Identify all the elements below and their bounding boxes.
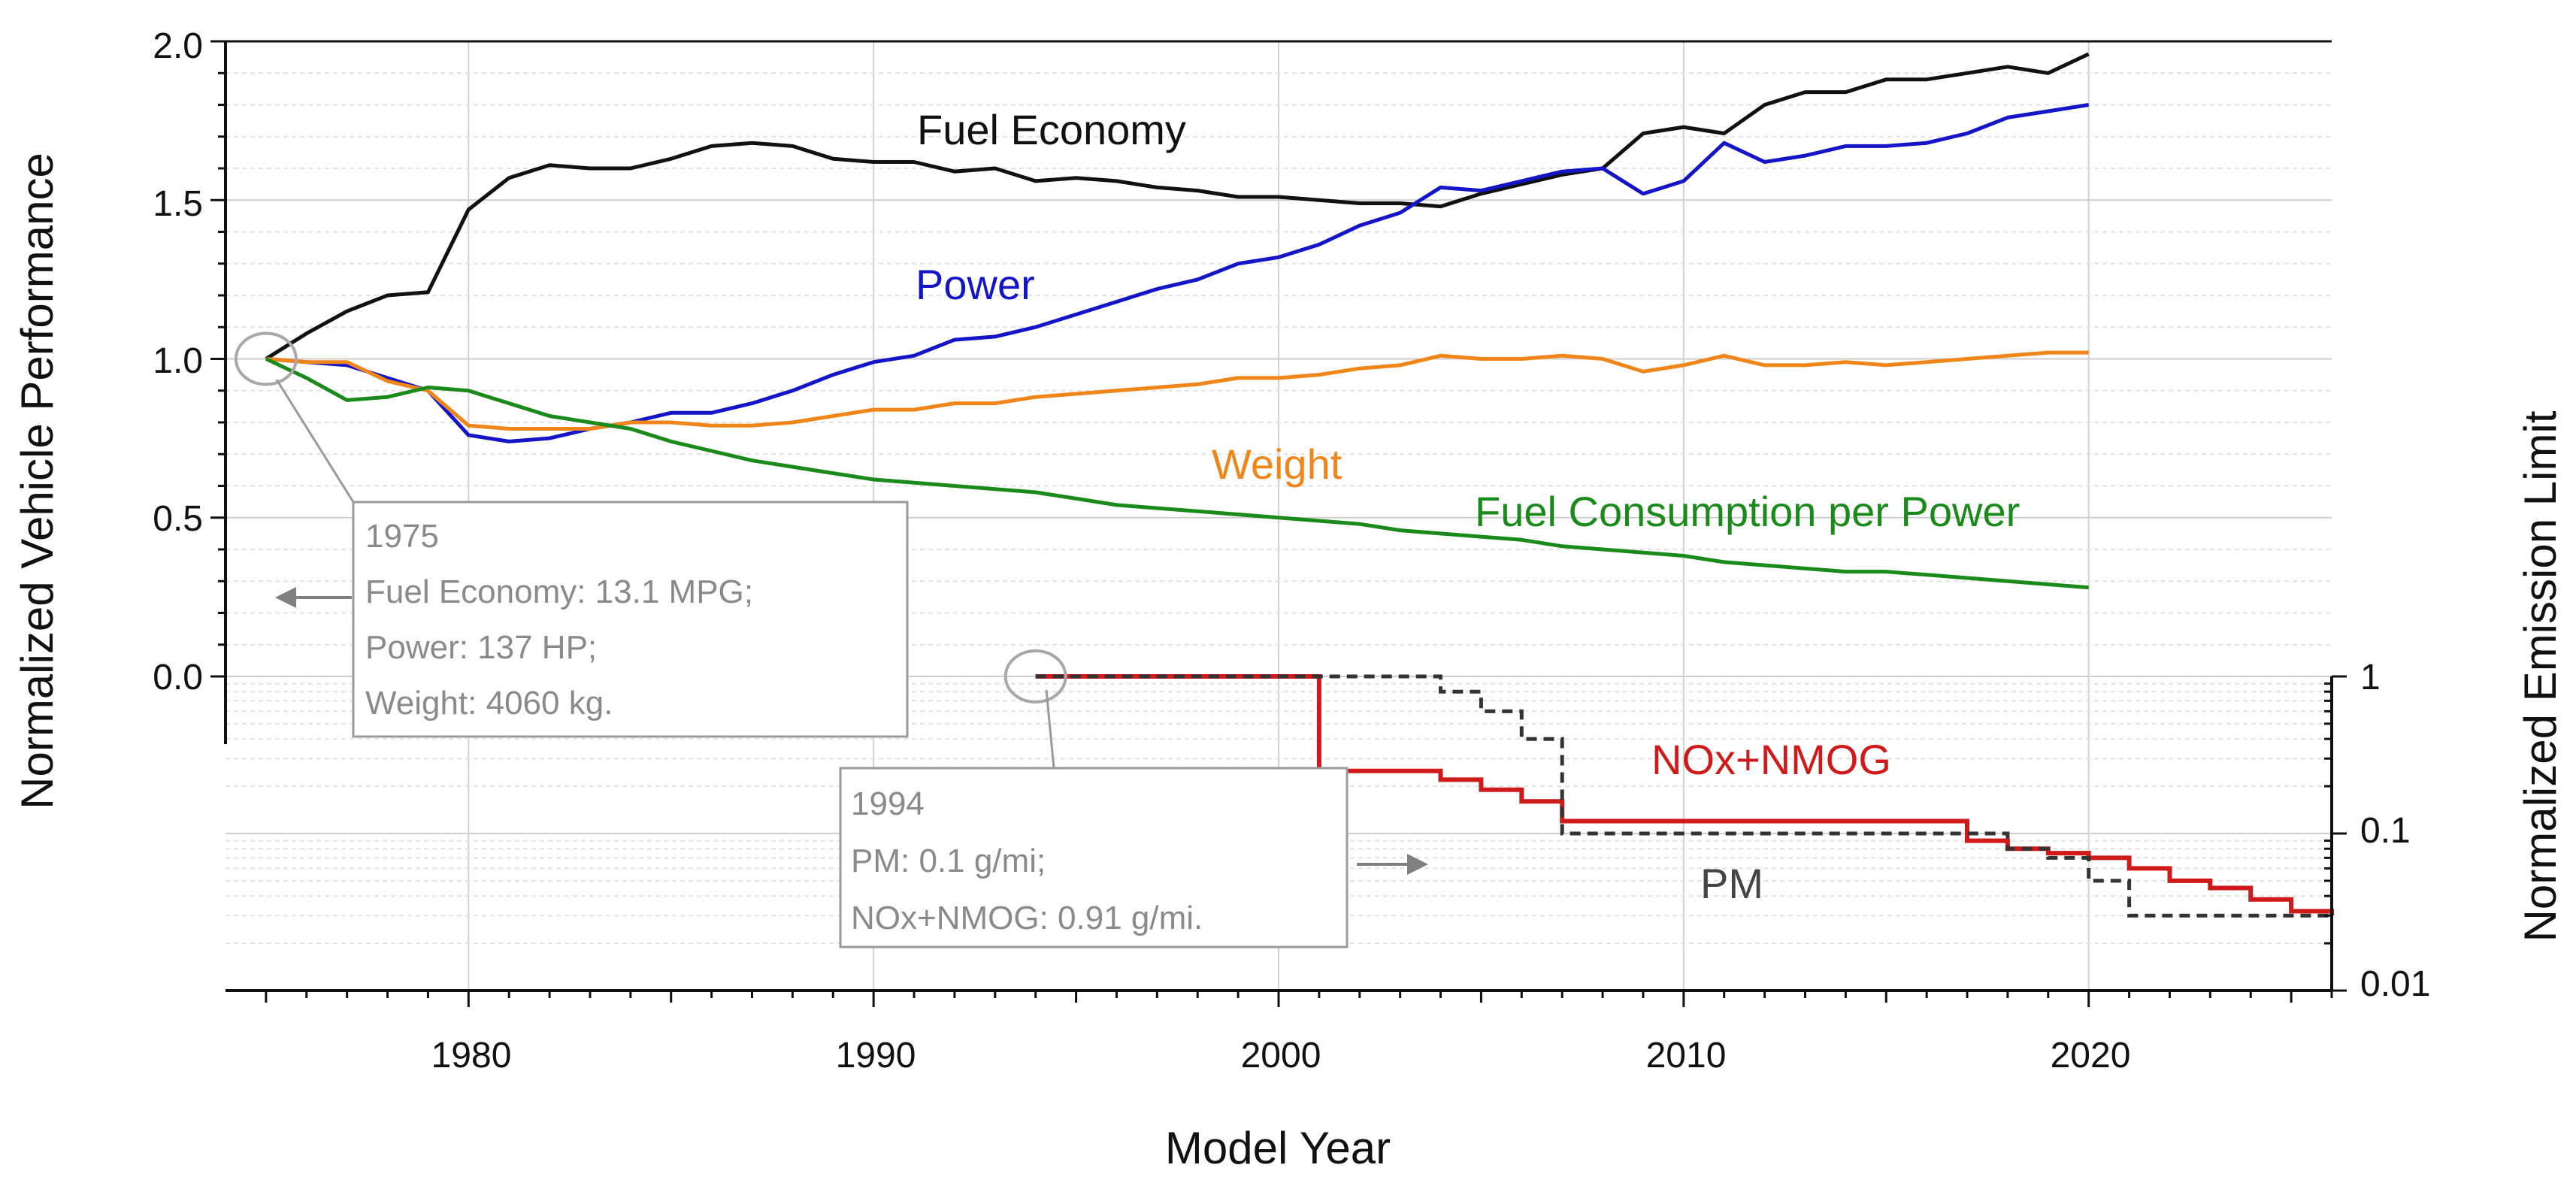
annotation-1975-weight: Weight: 4060 kg. xyxy=(365,685,613,722)
y-tick-label-1.5: 1.5 xyxy=(153,184,203,224)
label-fuel-consumption-per-power: Fuel Consumption per Power xyxy=(1475,488,2020,535)
annotation-1994-pm: PM: 0.1 g/mi; xyxy=(851,843,1046,879)
x-tick-label-2020: 2020 xyxy=(2051,1036,2131,1076)
annotation-1975-year: 1975 xyxy=(365,518,439,555)
series-line-fuel-consumption-per-power xyxy=(265,357,2089,590)
annotation-1975: 1975 Fuel Economy: 13.1 MPG; Power: 137 … xyxy=(275,379,909,738)
y-axis-title-right: Normalized Emission Limit xyxy=(2515,410,2565,942)
label-power: Power xyxy=(916,261,1035,308)
label-nox-nmog: NOx+NMOG xyxy=(1651,736,1891,783)
y-tick-label-0.1: 0.1 xyxy=(2360,811,2411,851)
annotation-1975-marker xyxy=(234,331,298,386)
y-tick-label-2.0: 2.0 xyxy=(153,26,203,66)
x-tick-label-1980: 1980 xyxy=(431,1036,512,1076)
series-line-fuel-economy xyxy=(265,52,2090,361)
y-tick-label-1.0: 1.0 xyxy=(153,341,203,381)
annotation-1994-marker xyxy=(1003,649,1067,703)
x-tick-label-1990: 1990 xyxy=(836,1036,916,1076)
y-tick-label-0.5: 0.5 xyxy=(153,499,203,539)
x-tick-label-2000: 2000 xyxy=(1241,1036,1321,1076)
series-step-pm xyxy=(1035,674,2332,918)
annotation-1975-fuel-economy: Fuel Economy: 13.1 MPG; xyxy=(365,573,753,610)
annotation-1994-nox: NOx+NMOG: 0.91 g/mi. xyxy=(851,900,1203,936)
label-weight: Weight xyxy=(1212,440,1342,488)
y-tick-labels-left: 0.0 0.5 1.0 1.5 2.0 xyxy=(153,26,203,697)
series-line-weight xyxy=(265,350,2089,431)
series-line-power xyxy=(265,103,2090,443)
x-tick-labels: 1980 1990 2000 2010 2020 xyxy=(431,1036,2131,1076)
y-tick-label-0.01: 0.01 xyxy=(2360,964,2430,1004)
label-fuel-economy: Fuel Economy xyxy=(917,106,1186,153)
annotation-1994-year: 1994 xyxy=(851,785,925,822)
right-axis-arrow-icon xyxy=(1357,854,1428,875)
y-tick-label-0.0: 0.0 xyxy=(153,658,203,697)
x-axis-title: Model Year xyxy=(1165,1123,1391,1173)
annotation-markers xyxy=(234,331,1067,703)
label-pm: PM xyxy=(1700,860,1763,907)
annotation-1975-leader xyxy=(275,379,355,503)
series-lines xyxy=(265,52,2334,918)
y-axis-title-left: Normalized Vehicle Performance xyxy=(12,153,62,809)
annotation-1975-box xyxy=(352,501,909,738)
annotation-1994: 1994 PM: 0.1 g/mi; NOx+NMOG: 0.91 g/mi. xyxy=(839,689,1428,948)
x-tick-label-2010: 2010 xyxy=(1646,1036,1727,1076)
annotation-1994-leader xyxy=(1045,689,1055,769)
y-tick-labels-right: 1 0.1 0.01 xyxy=(2360,658,2430,1004)
annotation-1994-box xyxy=(839,767,1349,948)
annotation-1975-power: Power: 137 HP; xyxy=(365,629,597,666)
left-axis-arrow-icon xyxy=(275,587,352,608)
axis-ticks xyxy=(210,40,2347,1007)
y-tick-label-1: 1 xyxy=(2360,658,2381,697)
